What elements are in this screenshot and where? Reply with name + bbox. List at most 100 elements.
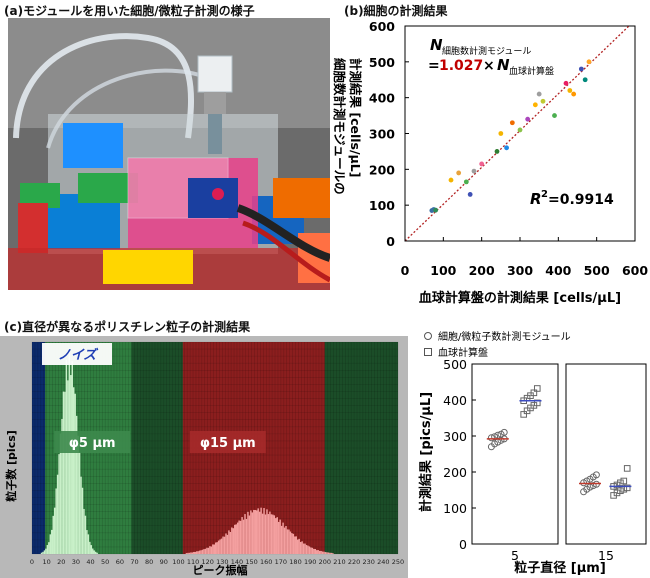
c-hist-bar <box>51 529 53 554</box>
c-hist-bar <box>251 512 254 554</box>
b-data-point <box>563 80 569 86</box>
d-xtick-label: 5 <box>511 548 519 563</box>
c-hist-bar <box>226 534 229 554</box>
c-hist-bar <box>46 545 49 554</box>
d-ytick-label: 0 <box>459 537 467 552</box>
c-hist-bar <box>310 547 312 554</box>
c-hist-bar <box>304 543 306 554</box>
c-xtick-label: 240 <box>377 558 389 566</box>
c-xtick-label: 250 <box>392 558 404 566</box>
c-hist-bar <box>185 553 188 554</box>
c-xtick-label: 20 <box>57 558 65 566</box>
c-hist-bar <box>84 515 87 554</box>
c-hist-bar <box>86 530 88 554</box>
b-xtick-label: 100 <box>430 263 456 278</box>
c-xtick-label: 150 <box>245 558 257 566</box>
c-hist-bar <box>296 539 299 554</box>
c-hist-bar <box>222 536 224 554</box>
c-hist-bar <box>75 415 78 554</box>
d-hemocytometer-point <box>623 465 631 472</box>
c-hist-bar <box>241 517 243 554</box>
b-data-point <box>504 145 509 151</box>
c-hist-bar <box>53 507 56 554</box>
d-legend-label: 血球計算盤 <box>438 346 488 359</box>
b-data-point <box>536 91 542 97</box>
c-hist-bar <box>317 550 319 554</box>
c-hist-bar <box>194 551 196 554</box>
c-xtick-label: 100 <box>172 558 184 566</box>
c-region-label: φ15 µm <box>200 436 256 451</box>
c-ylabel: 粒子数 [pics] <box>4 430 18 502</box>
c-hist-bar <box>289 531 292 554</box>
c-xtick-label: 10 <box>42 558 50 566</box>
c-xtick-label: 60 <box>116 558 124 566</box>
c-hist-bar <box>49 534 52 554</box>
c-hist-bar <box>299 542 302 554</box>
c-hist-bar <box>257 508 259 554</box>
c-hist-bar <box>219 539 221 554</box>
c-hist-bar <box>282 522 284 554</box>
c-hist-bar <box>195 551 198 554</box>
c-hist-bar <box>92 548 94 554</box>
c-hist-bar <box>245 518 248 554</box>
c-xlabel: ピーク振幅 <box>193 563 248 577</box>
c-hist-bar <box>215 542 217 554</box>
b-data-point <box>582 77 588 83</box>
b-ytick-label: 0 <box>386 234 395 249</box>
c-hist-bar <box>42 551 44 554</box>
c-xtick-label: 160 <box>260 558 272 566</box>
c-hist-bar <box>301 541 303 554</box>
c-hist-bar <box>250 510 252 554</box>
c-hist-bar <box>59 433 62 554</box>
panel-a-title: (a)モジュールを用いた細胞/微粒子計測の様子 <box>4 4 255 18</box>
c-hist-bar <box>279 519 281 554</box>
c-hist-bar <box>52 515 54 554</box>
c-hist-bar <box>254 510 256 554</box>
d-ytick-label: 100 <box>443 501 467 516</box>
b-data-point <box>578 66 584 72</box>
d-hemocytometer-point <box>623 484 631 492</box>
c-region <box>324 342 398 554</box>
d-ytick-label: 400 <box>443 393 467 408</box>
c-hist-bar <box>291 533 293 554</box>
b-data-point <box>586 59 592 65</box>
c-hist-bar <box>228 530 230 554</box>
c-hist-bar <box>292 533 295 554</box>
c-hist-bar <box>269 511 271 554</box>
d-hemocytometer-point <box>620 477 628 485</box>
c-hist-bar <box>305 545 308 554</box>
c-hist-bar <box>298 538 300 554</box>
c-hist-bar <box>286 529 289 554</box>
c-xtick-label: 130 <box>216 558 228 566</box>
b-r2-value: =0.9914 <box>548 192 614 208</box>
c-xtick-label: 170 <box>275 558 287 566</box>
c-hist-bar <box>329 552 331 554</box>
c-hist-bar <box>260 507 262 554</box>
d-ytick-label: 500 <box>443 357 467 372</box>
b-data-point <box>463 179 469 185</box>
cell-count-scatter-chart: 細胞数計測モジュールの 計測結果 [cells/µL] 0 100 200 300 40… <box>332 19 648 306</box>
c-hist-bar <box>200 550 202 554</box>
b-data-point <box>456 170 462 176</box>
d-hemocytometer-point <box>617 487 624 495</box>
c-hist-bar <box>311 547 314 554</box>
c-region-label-bg <box>42 343 112 365</box>
b-data-point <box>498 131 504 136</box>
c-hist-bar <box>318 550 321 554</box>
c-hist-bar <box>74 393 76 554</box>
c-hist-bar <box>235 524 237 554</box>
c-hist-bar <box>89 541 91 554</box>
d-hemocytometer-point <box>617 479 624 487</box>
c-hist-bar <box>187 552 189 554</box>
b-data-point <box>567 88 573 93</box>
b-ytick-label: 200 <box>369 162 395 177</box>
b-r2-label: R <box>530 190 542 208</box>
c-xtick-label: 70 <box>130 558 138 566</box>
c-hist-bar <box>276 517 278 554</box>
c-xtick-label: 220 <box>348 558 360 566</box>
d-xtick-label: 15 <box>598 548 614 563</box>
c-hist-bar <box>94 551 97 554</box>
b-ytick-label: 400 <box>369 91 395 106</box>
c-hist-bar <box>206 547 208 554</box>
b-eq-n-right: N <box>497 56 510 74</box>
